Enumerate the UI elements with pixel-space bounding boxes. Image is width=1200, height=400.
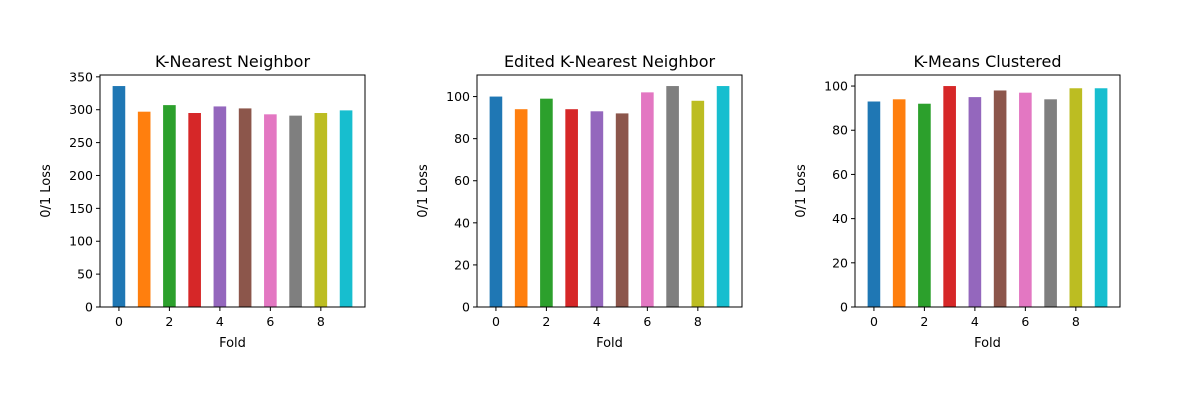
- kmeans-x-tick-label: 4: [971, 314, 979, 329]
- edited-knn-y-axis-label: 0/1 Loss: [416, 164, 431, 218]
- knn-y-tick-label: 200: [69, 168, 93, 183]
- kmeans-bar-fold-3: [943, 86, 956, 307]
- edited-knn-bar-fold-3: [565, 109, 578, 307]
- knn-bar-fold-0: [112, 86, 126, 307]
- edited-knn-y-tick-label: 80: [454, 131, 470, 146]
- edited-knn-title: Edited K-Nearest Neighbor: [504, 52, 716, 71]
- kmeans-bar-fold-4: [968, 97, 982, 307]
- knn-title: K-Nearest Neighbor: [155, 52, 310, 71]
- edited-knn-bar-fold-9: [716, 86, 730, 307]
- edited-knn-bar-fold-8: [691, 100, 705, 307]
- edited-knn-y-tick-label: 60: [454, 173, 470, 188]
- knn-x-tick-label: 6: [266, 314, 274, 329]
- kmeans-x-axis-label: Fold: [974, 336, 1001, 351]
- edited-knn-bar-fold-5: [615, 113, 629, 308]
- knn-y-tick-label: 50: [77, 267, 93, 282]
- kmeans-x-tick-label: 0: [870, 314, 878, 329]
- kmeans-y-tick-label: 40: [832, 211, 848, 226]
- kmeans-bar-fold-7: [1044, 99, 1057, 307]
- edited-knn-bar-fold-1: [514, 109, 528, 307]
- kmeans-y-tick-label: 0: [840, 300, 848, 315]
- kmeans-title: K-Means Clustered: [913, 52, 1061, 71]
- kmeans-bar-fold-9: [1094, 88, 1108, 307]
- knn-y-axis-label: 0/1 Loss: [39, 164, 54, 218]
- kmeans-bar-fold-8: [1069, 88, 1083, 307]
- chart-panel-edited-knn: 0 20 40 60 80 100 0 2 4 6 8 Edited K-Nearest Neig…: [416, 52, 743, 351]
- knn-bar-fold-2: [163, 105, 176, 308]
- knn-y-tick-label: 300: [69, 102, 93, 117]
- edited-knn-x-tick-label: 6: [643, 314, 651, 329]
- knn-y-tick-label: 150: [69, 201, 93, 216]
- edited-knn-y-tick-label: 20: [454, 257, 470, 272]
- knn-x-axis-label: Fold: [219, 336, 246, 351]
- kmeans-bar-fold-5: [993, 90, 1007, 307]
- edited-knn-plot-frame: [476, 74, 743, 308]
- edited-knn-bar-fold-7: [666, 86, 679, 307]
- kmeans-x-tick-label: 6: [1021, 314, 1029, 329]
- edited-knn-bar-fold-6: [641, 92, 654, 307]
- knn-bar-fold-3: [188, 113, 201, 307]
- kmeans-bars: [867, 86, 1108, 308]
- kmeans-y-tick-label: 20: [832, 255, 848, 270]
- knn-bar-fold-4: [213, 106, 227, 308]
- knn-x-ticks: 0 2 4 6 8: [115, 307, 325, 329]
- knn-bars: [112, 86, 353, 308]
- edited-knn-bar-fold-0: [489, 96, 503, 307]
- edited-knn-y-ticks: 0 20 40 60 80 100: [446, 89, 477, 315]
- kmeans-plot-frame: [854, 74, 1121, 308]
- kmeans-bar-fold-6: [1019, 92, 1032, 308]
- knn-y-tick-label: 250: [69, 135, 93, 150]
- edited-knn-bars: [489, 86, 730, 308]
- kmeans-y-axis-label: 0/1 Loss: [794, 164, 809, 218]
- edited-knn-x-tick-label: 0: [492, 314, 500, 329]
- edited-knn-bar-fold-2: [540, 98, 553, 307]
- knn-x-tick-label: 8: [317, 314, 325, 329]
- edited-knn-x-axis-label: Fold: [596, 336, 623, 351]
- kmeans-x-tick-label: 2: [920, 314, 928, 329]
- knn-bar-fold-1: [137, 111, 151, 307]
- knn-bar-fold-7: [289, 115, 302, 307]
- knn-plot-frame: [99, 74, 366, 308]
- knn-y-ticks: 0 50 100 150 200 250 300 350: [69, 69, 100, 315]
- kmeans-bar-fold-1: [892, 99, 906, 307]
- knn-bar-fold-9: [339, 110, 353, 307]
- knn-x-tick-label: 4: [216, 314, 224, 329]
- kmeans-y-ticks: 0 20 40 60 80 100: [824, 79, 855, 315]
- knn-y-tick-label: 350: [69, 69, 93, 84]
- knn-bar-fold-6: [264, 114, 277, 307]
- edited-knn-x-tick-label: 2: [542, 314, 550, 329]
- edited-knn-y-tick-label: 0: [462, 300, 470, 315]
- knn-x-tick-label: 0: [115, 314, 123, 329]
- kmeans-bar-fold-0: [867, 101, 881, 307]
- knn-bar-fold-5: [238, 108, 252, 307]
- knn-y-tick-label: 100: [69, 234, 93, 249]
- edited-knn-x-tick-label: 8: [694, 314, 702, 329]
- kmeans-bar-fold-2: [918, 103, 931, 307]
- edited-knn-y-tick-label: 100: [446, 89, 470, 104]
- kmeans-x-tick-label: 8: [1072, 314, 1080, 329]
- edited-knn-x-ticks: 0 2 4 6 8: [492, 307, 702, 329]
- knn-x-tick-label: 2: [165, 314, 173, 329]
- edited-knn-x-tick-label: 4: [593, 314, 601, 329]
- edited-knn-bar-fold-4: [590, 111, 604, 307]
- kmeans-y-tick-label: 60: [832, 167, 848, 182]
- knn-y-tick-label: 0: [85, 300, 93, 315]
- kmeans-y-tick-label: 100: [824, 79, 848, 94]
- kmeans-y-tick-label: 80: [832, 123, 848, 138]
- knn-bar-fold-8: [314, 113, 328, 307]
- chart-panel-kmeans: 0 20 40 60 80 100 0 2 4 6 8 K-Means Clustered Fol…: [794, 52, 1121, 351]
- kmeans-x-ticks: 0 2 4 6 8: [870, 307, 1080, 329]
- edited-knn-y-tick-label: 40: [454, 215, 470, 230]
- chart-panel-knn: 0 50 100 150 200 250 300 350 0 2 4 6 8 K-Nearest Ne…: [39, 52, 366, 351]
